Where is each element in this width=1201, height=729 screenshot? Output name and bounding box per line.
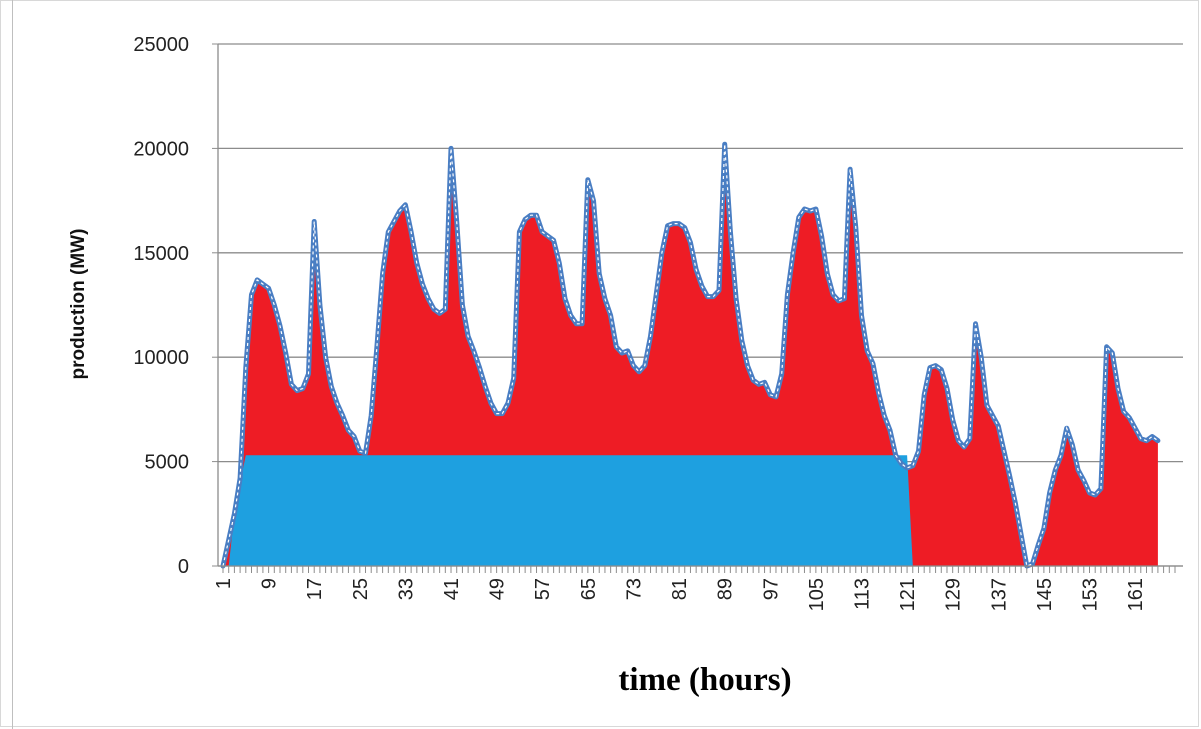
x-tick-label-113: 113 <box>851 578 873 610</box>
x-tick-label-161: 161 <box>1125 578 1147 611</box>
total-production-line-highlight <box>222 144 1159 567</box>
y-tick-label-10000: 10000 <box>133 347 189 369</box>
y-tick-labels: 0 5000 10000 15000 20000 25000 <box>133 34 189 578</box>
x-tick-label-57: 57 <box>532 578 554 600</box>
page-left-border <box>12 0 13 729</box>
x-tick-label-1: 1 <box>213 578 235 589</box>
x-tick-label-17: 17 <box>304 578 326 600</box>
x-tick-label-49: 49 <box>487 578 509 600</box>
line-series <box>220 141 1161 569</box>
x-tick-labels: 1 9 17 25 33 41 49 57 65 73 81 89 97 105 113 121 129 137 1… <box>213 578 1147 611</box>
y-tick-label-25000: 25000 <box>133 34 189 56</box>
x-tick-label-41: 41 <box>441 578 463 600</box>
x-tick-label-153: 153 <box>1079 578 1101 611</box>
x-tick-label-137: 137 <box>988 578 1010 611</box>
x-tick-label-9: 9 <box>259 578 281 589</box>
x-tick-label-105: 105 <box>806 578 828 611</box>
x-tick-label-25: 25 <box>350 578 372 600</box>
x-tick-label-97: 97 <box>760 578 782 600</box>
x-tick-label-89: 89 <box>715 578 737 600</box>
y-tick-label-15000: 15000 <box>133 243 189 265</box>
x-tick-label-81: 81 <box>669 578 691 600</box>
y-tick-label-5000: 5000 <box>145 452 190 474</box>
x-tick-label-145: 145 <box>1034 578 1056 611</box>
axes <box>212 43 1183 573</box>
y-tick-label-20000: 20000 <box>133 138 189 160</box>
y-axis-label: production (MW) <box>68 229 89 380</box>
x-tick-label-73: 73 <box>623 578 645 600</box>
x-tick-label-65: 65 <box>578 578 600 600</box>
x-axis-label: time (hours) <box>618 662 791 698</box>
lower-production-area <box>223 455 913 566</box>
y-tick-label-0: 0 <box>178 556 189 578</box>
x-tick-label-121: 121 <box>897 578 919 611</box>
x-tick-label-129: 129 <box>943 578 965 611</box>
x-tick-label-33: 33 <box>395 578 417 600</box>
